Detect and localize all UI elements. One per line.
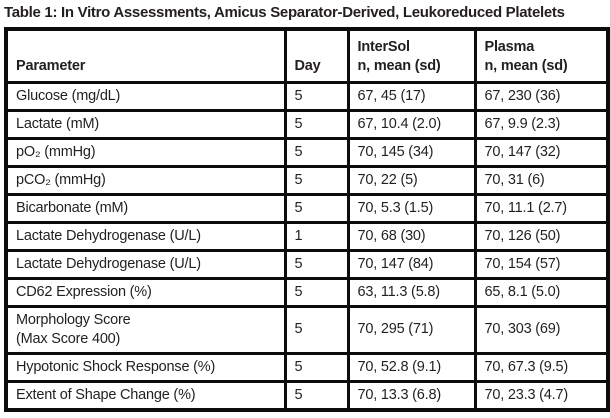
parameter-cell: Extent of Shape Change (%) (4, 379, 287, 411)
plasma-cell: 70, 11.1 (2.7) (473, 192, 610, 224)
table-header: Parameter Day InterSol n, mean (sd) Plas… (4, 27, 610, 84)
table-row: Morphology Score (Max Score 400) 5 70, 2… (4, 304, 610, 355)
table-body: Glucose (mg/dL) 5 67, 45 (17) 67, 230 (3… (4, 80, 610, 411)
column-header-day: Day (283, 27, 350, 84)
parameter-cell: Bicarbonate (mM) (4, 192, 287, 224)
parameter-cell: CD62 Expression (%) (4, 276, 287, 308)
plasma-cell: 70, 303 (69) (473, 304, 610, 355)
intersol-cell: 70, 147 (84) (346, 248, 477, 280)
day-cell: 5 (283, 276, 350, 308)
day-cell: 5 (283, 192, 350, 224)
table-row: Lactate (mM) 5 67, 10.4 (2.0) 67, 9.9 (2… (4, 108, 610, 140)
intersol-cell: 70, 145 (34) (346, 136, 477, 168)
intersol-cell: 70, 52.8 (9.1) (346, 351, 477, 383)
table-row: pO₂ (mmHg) 5 70, 145 (34) 70, 147 (32) (4, 136, 610, 168)
intersol-cell: 67, 45 (17) (346, 80, 477, 112)
parameter-cell: Lactate (mM) (4, 108, 287, 140)
table-row: Bicarbonate (mM) 5 70, 5.3 (1.5) 70, 11.… (4, 192, 610, 224)
intersol-cell: 67, 10.4 (2.0) (346, 108, 477, 140)
day-cell: 5 (283, 379, 350, 411)
table-row: CD62 Expression (%) 5 63, 11.3 (5.8) 65,… (4, 276, 610, 308)
day-cell: 5 (283, 304, 350, 355)
header-row: Parameter Day InterSol n, mean (sd) Plas… (4, 27, 610, 84)
in-vitro-assessments-table: Parameter Day InterSol n, mean (sd) Plas… (4, 27, 610, 412)
day-cell: 5 (283, 164, 350, 196)
column-header-intersol: InterSol n, mean (sd) (346, 27, 477, 84)
column-header-parameter: Parameter (4, 27, 287, 84)
day-cell: 5 (283, 351, 350, 383)
table-row: Hypotonic Shock Response (%) 5 70, 52.8 … (4, 351, 610, 383)
intersol-cell: 70, 68 (30) (346, 220, 477, 252)
plasma-cell: 70, 23.3 (4.7) (473, 379, 610, 411)
day-cell: 5 (283, 248, 350, 280)
plasma-cell: 70, 154 (57) (473, 248, 610, 280)
plasma-cell: 70, 31 (6) (473, 164, 610, 196)
parameter-cell: Lactate Dehydrogenase (U/L) (4, 220, 287, 252)
column-header-plasma: Plasma n, mean (sd) (473, 27, 610, 84)
table-row: Lactate Dehydrogenase (U/L) 1 70, 68 (30… (4, 220, 610, 252)
plasma-cell: 67, 230 (36) (473, 80, 610, 112)
parameter-cell: pO₂ (mmHg) (4, 136, 287, 168)
parameter-cell: Morphology Score (Max Score 400) (4, 304, 287, 355)
table-row: Extent of Shape Change (%) 5 70, 13.3 (6… (4, 379, 610, 411)
intersol-cell: 70, 13.3 (6.8) (346, 379, 477, 411)
plasma-cell: 65, 8.1 (5.0) (473, 276, 610, 308)
plasma-cell: 70, 67.3 (9.5) (473, 351, 610, 383)
day-cell: 5 (283, 136, 350, 168)
table-row: Lactate Dehydrogenase (U/L) 5 70, 147 (8… (4, 248, 610, 280)
day-cell: 1 (283, 220, 350, 252)
intersol-cell: 70, 295 (71) (346, 304, 477, 355)
intersol-cell: 70, 22 (5) (346, 164, 477, 196)
table-row: Glucose (mg/dL) 5 67, 45 (17) 67, 230 (3… (4, 80, 610, 112)
parameter-cell: Lactate Dehydrogenase (U/L) (4, 248, 287, 280)
intersol-cell: 63, 11.3 (5.8) (346, 276, 477, 308)
intersol-cell: 70, 5.3 (1.5) (346, 192, 477, 224)
plasma-cell: 67, 9.9 (2.3) (473, 108, 610, 140)
plasma-cell: 70, 147 (32) (473, 136, 610, 168)
parameter-cell: Glucose (mg/dL) (4, 80, 287, 112)
parameter-cell: Hypotonic Shock Response (%) (4, 351, 287, 383)
table-row: pCO₂ (mmHg) 5 70, 22 (5) 70, 31 (6) (4, 164, 610, 196)
day-cell: 5 (283, 108, 350, 140)
table-title: Table 1: In Vitro Assessments, Amicus Se… (4, 4, 565, 21)
day-cell: 5 (283, 80, 350, 112)
plasma-cell: 70, 126 (50) (473, 220, 610, 252)
parameter-cell: pCO₂ (mmHg) (4, 164, 287, 196)
